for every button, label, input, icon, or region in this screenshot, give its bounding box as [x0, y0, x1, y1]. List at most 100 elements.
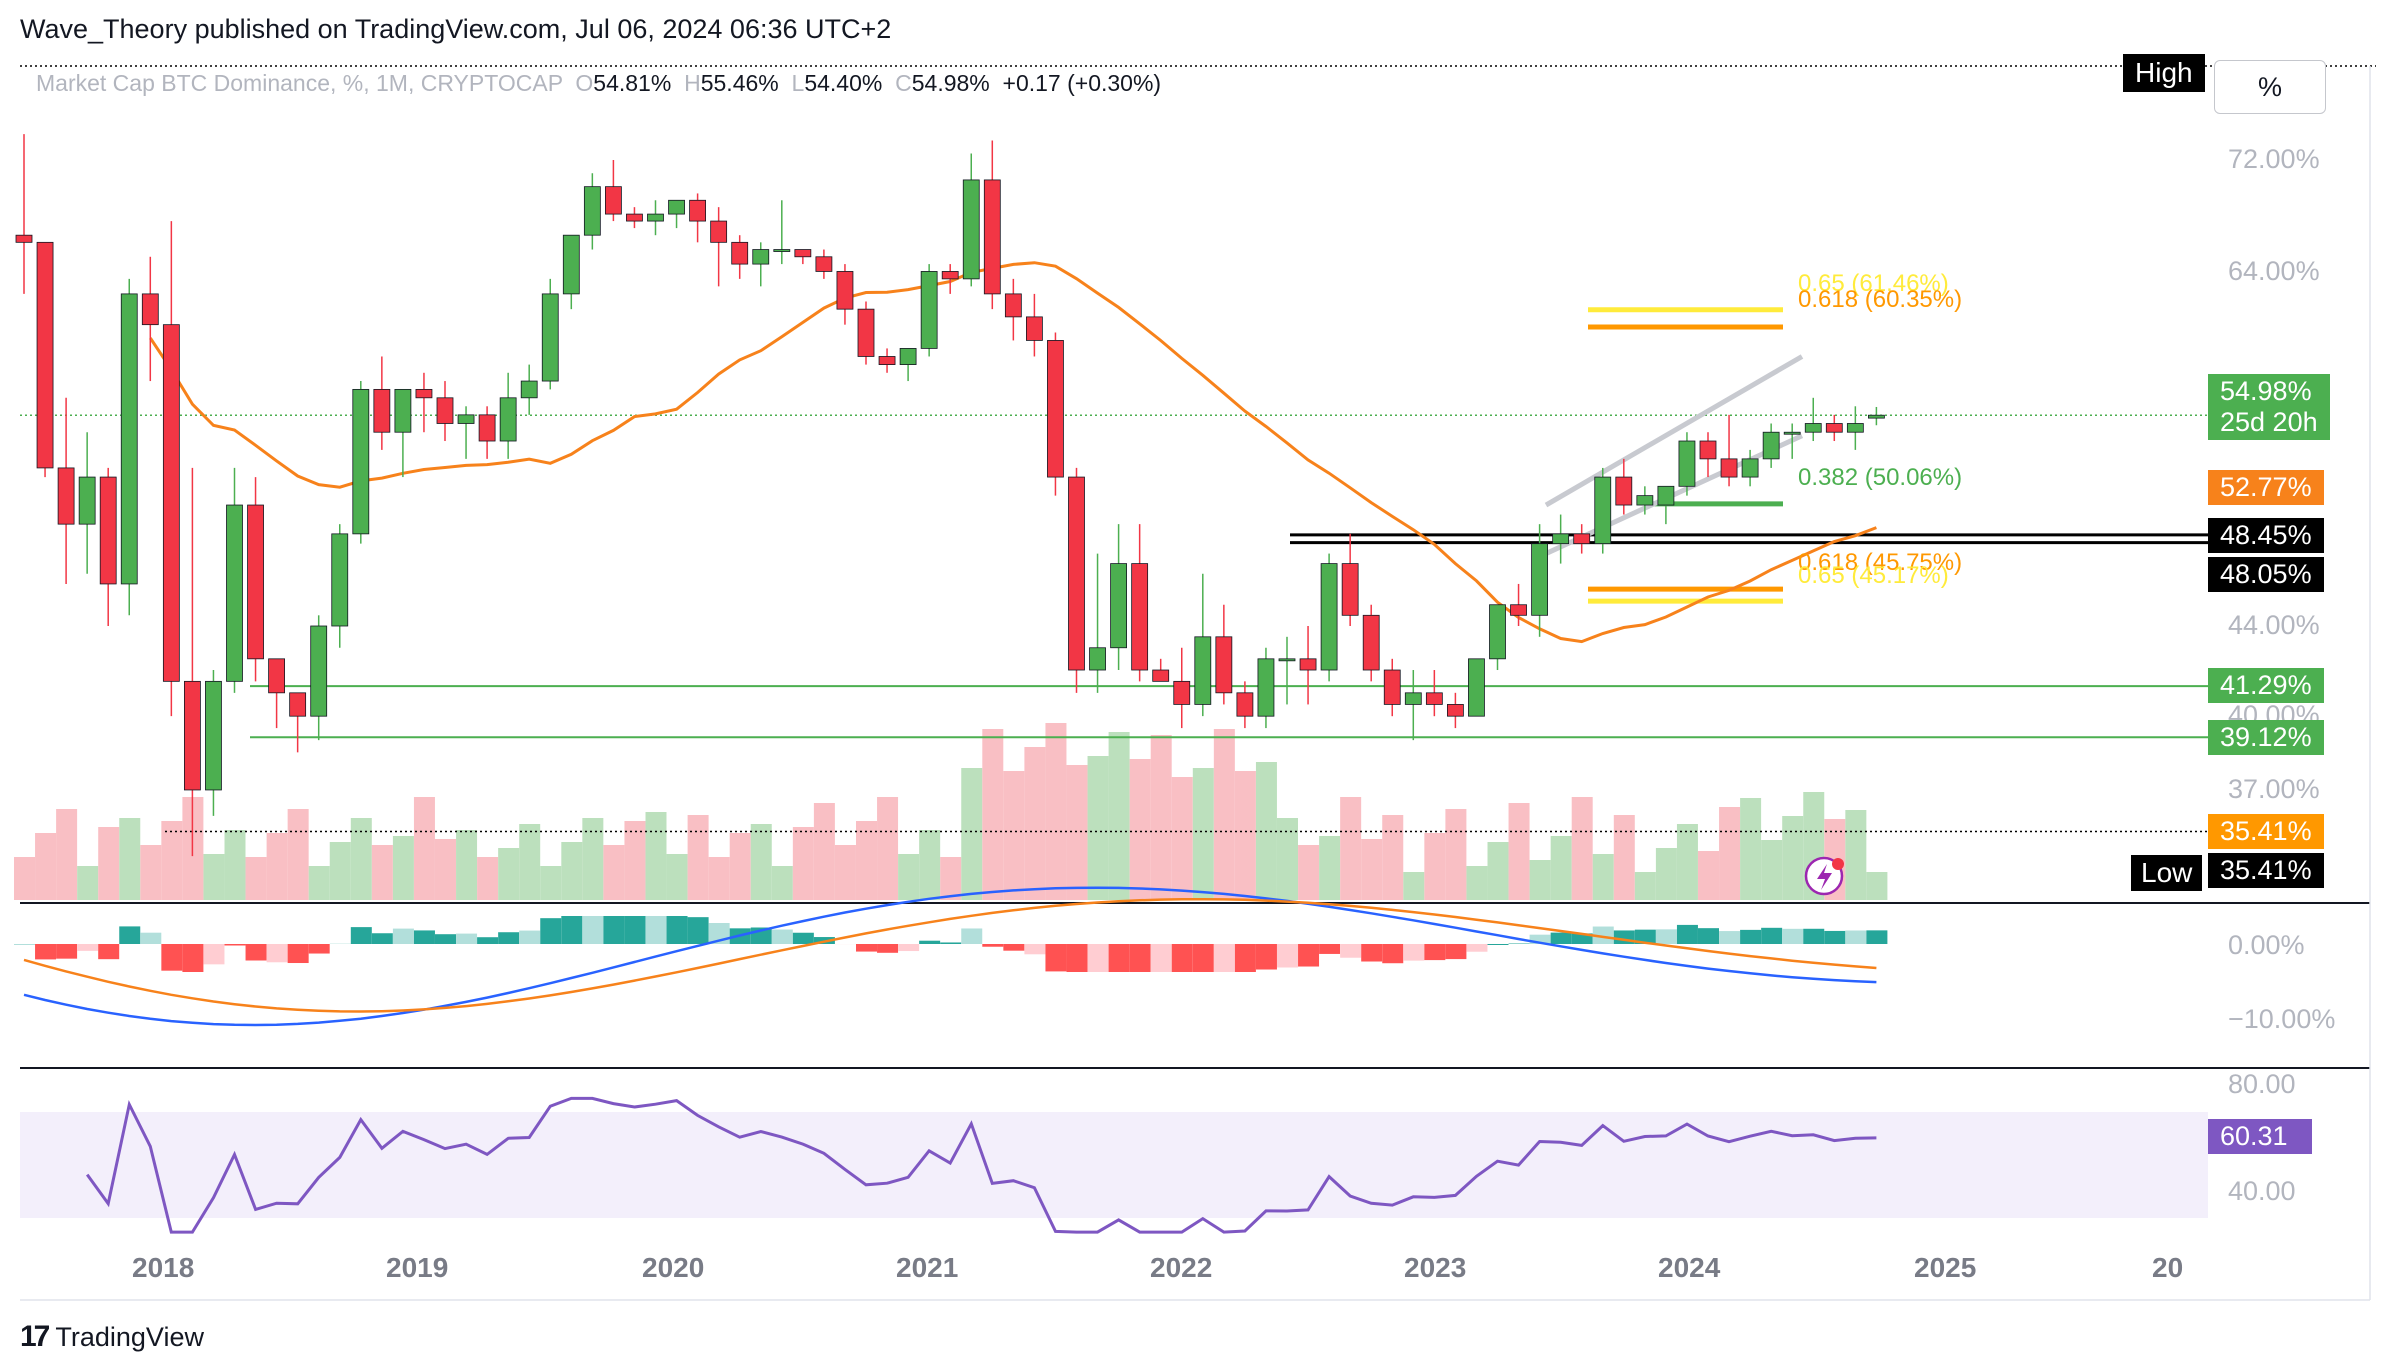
volume-bar — [1466, 866, 1488, 900]
volume-bar — [1676, 824, 1698, 900]
macd-histogram-bar — [98, 944, 120, 960]
close-value: 54.98% — [911, 70, 990, 96]
year-label: 2021 — [896, 1252, 959, 1283]
volume-bar — [140, 845, 162, 900]
volume-bar — [1045, 723, 1067, 900]
candle-body — [57, 467, 75, 525]
countdown-label: 25d 20h — [2220, 407, 2318, 437]
macd-histogram-bar — [1003, 944, 1025, 951]
volume-bar — [1234, 771, 1256, 900]
candle-body — [626, 213, 643, 222]
candle-body — [647, 213, 664, 222]
volume-bar — [1150, 735, 1172, 900]
moving-average-line — [149, 261, 1877, 644]
year-label: 2019 — [386, 1252, 449, 1283]
year-label: 20 — [2152, 1252, 2184, 1283]
fib-label: 0.382 (50.06%) — [1798, 464, 1963, 491]
macd-layer — [14, 886, 1888, 1027]
macd-histogram-bar — [1150, 944, 1172, 972]
rsi-band — [20, 1112, 2208, 1218]
volume-bar — [792, 827, 814, 900]
close-label: C — [895, 70, 912, 96]
macd-line — [23, 886, 1877, 1027]
volume-bar — [687, 815, 709, 900]
candle-body — [605, 186, 622, 215]
macd-histogram-bar — [666, 916, 688, 944]
macd-histogram-bar — [856, 944, 877, 952]
open-value: 54.81% — [593, 70, 672, 96]
candle-body — [1804, 423, 1822, 433]
price-axis-label: 54.98% 25d 20h — [2208, 374, 2330, 440]
volume-bar — [1571, 797, 1593, 900]
macd-histogram-bar — [435, 934, 456, 944]
macd-histogram-bar — [14, 944, 35, 945]
macd-histogram-bar — [1319, 944, 1341, 954]
volume-bar — [456, 830, 478, 900]
candle-body — [1615, 476, 1633, 506]
volume-bar — [1424, 833, 1446, 900]
rsi-axis-tick: 40.00 — [2228, 1176, 2296, 1206]
candle-body — [1573, 533, 1591, 545]
candle-body — [1741, 458, 1759, 478]
candle-body — [352, 388, 370, 535]
year-label: 2025 — [1914, 1252, 1977, 1283]
macd-histogram-bar — [1803, 928, 1825, 944]
macd-histogram-bar — [1655, 929, 1677, 944]
candle-body — [731, 241, 749, 265]
candle-body — [1531, 543, 1548, 616]
candle-body — [436, 397, 454, 424]
candle-body — [541, 293, 559, 382]
volume-bar — [834, 845, 856, 900]
macd-histogram-bar — [519, 930, 541, 944]
volume-bar — [1003, 771, 1025, 900]
macd-histogram-bar — [1866, 930, 1888, 944]
macd-histogram-bar — [1340, 944, 1362, 958]
candle-body — [289, 692, 307, 717]
volume-bar — [877, 797, 899, 900]
volume-bar — [1445, 809, 1467, 900]
candle-body — [583, 186, 601, 236]
volume-bar — [982, 729, 1004, 900]
candle-body — [1110, 563, 1127, 649]
price-axis-tick: 72.00% — [2228, 144, 2320, 174]
volume-bar — [1761, 840, 1783, 900]
macd-histogram-bar — [1087, 944, 1109, 972]
volume-bar — [1319, 836, 1341, 900]
volume-bar — [435, 839, 456, 900]
high-value: 55.46% — [700, 70, 779, 96]
macd-histogram-bar — [1108, 944, 1130, 972]
candles-layer — [15, 134, 1885, 857]
volume-bar — [1382, 815, 1404, 900]
volume-bar — [1529, 860, 1551, 900]
candle-body — [78, 476, 96, 525]
macd-histogram-bar — [1277, 944, 1298, 968]
macd-histogram-bar — [119, 926, 141, 944]
macd-histogram-bar — [182, 944, 204, 972]
candle-body — [1720, 458, 1738, 478]
volume-bar — [666, 854, 688, 900]
tradingview-brand[interactable]: 17 TradingView — [20, 1320, 204, 1354]
candle-body — [1846, 423, 1864, 433]
price-axis-label: 35.41% — [2208, 853, 2324, 888]
volume-bar — [1171, 777, 1193, 900]
scale-mode-button[interactable]: % — [2214, 60, 2326, 114]
volume-bar — [961, 768, 983, 900]
volume-bar — [1613, 815, 1635, 900]
macd-histogram-bar — [1466, 944, 1488, 952]
candle-body — [1215, 636, 1233, 694]
macd-histogram-bar — [1298, 944, 1320, 967]
macd-histogram-bar — [456, 933, 478, 944]
volume-bar — [392, 836, 414, 900]
fib-label: 0.618 (45.75%) — [1798, 549, 1963, 576]
candle-body — [1762, 431, 1780, 460]
volume-bar — [898, 854, 920, 900]
candle-body — [99, 476, 117, 585]
volume-bar — [645, 812, 667, 900]
volume-bar — [35, 833, 57, 900]
lightning-icon[interactable] — [1804, 856, 1844, 896]
volume-bar — [1698, 851, 1719, 900]
candle-body — [499, 397, 517, 442]
volume-bar — [287, 809, 309, 900]
candle-body — [120, 293, 138, 585]
